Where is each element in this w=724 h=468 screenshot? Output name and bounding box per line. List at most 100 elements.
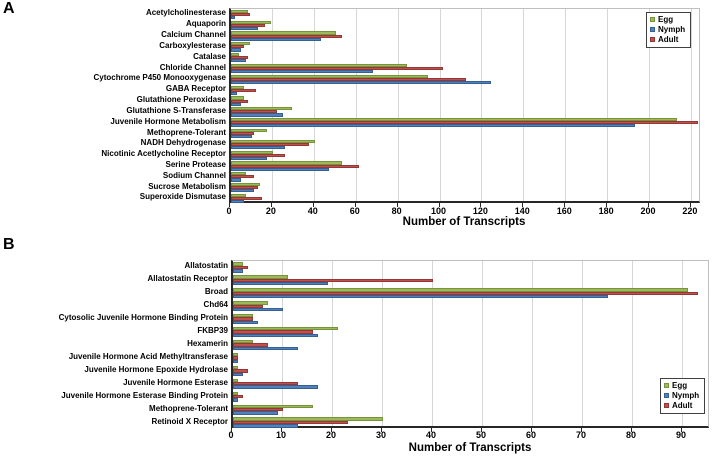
bar-egg xyxy=(233,352,238,357)
x-axis-tick-label: 220 xyxy=(682,206,698,216)
x-axis-tick xyxy=(438,203,440,207)
x-axis-tick-label: 40 xyxy=(307,206,318,216)
panel-a-letter: A xyxy=(3,0,15,17)
bar-nymph xyxy=(233,424,298,428)
bar-nymph xyxy=(233,269,243,273)
bar-adult xyxy=(233,356,238,360)
panel-b-x-axis-title: Number of Transcripts xyxy=(408,442,532,454)
bar-nymph xyxy=(231,200,244,204)
plot-area-b xyxy=(231,260,709,428)
x-axis-tick-label: 80 xyxy=(391,206,402,216)
category-label: Acetylcholinesterase xyxy=(145,8,226,18)
bar-adult xyxy=(233,369,248,373)
x-axis-tick-label: 60 xyxy=(525,430,537,440)
bar-nymph xyxy=(231,26,259,30)
legend-item-nymph: Nymph xyxy=(664,391,699,400)
legend-swatch-nymph-icon xyxy=(664,393,669,398)
gridline xyxy=(382,261,383,426)
x-axis-tick-label: 20 xyxy=(265,206,276,216)
bar-adult xyxy=(233,407,283,412)
category-label: Allatostatin xyxy=(184,261,228,271)
bar-adult xyxy=(233,265,248,270)
bar-nymph xyxy=(233,346,298,351)
bar-adult xyxy=(233,420,348,425)
category-label: GABA Receptor xyxy=(165,84,226,94)
category-label: Superoxide Dismutase xyxy=(139,192,226,202)
bar-nymph xyxy=(231,189,255,193)
gridline xyxy=(481,9,483,201)
legend-swatch-adult-icon xyxy=(650,37,655,42)
category-label: Methoprene-Tolerant xyxy=(147,127,226,137)
x-axis-tick xyxy=(231,428,232,432)
x-axis-tick xyxy=(606,203,608,207)
bar-adult xyxy=(231,56,248,60)
x-axis-tick-label: 40 xyxy=(425,430,437,440)
bar-egg xyxy=(231,63,407,68)
category-label: Catalase xyxy=(193,51,226,61)
x-axis-tick xyxy=(396,203,398,207)
category-labels-b: Allatostatin Allatostatin Receptor Broad Ch… xyxy=(2,260,228,428)
x-axis-tick-label: 0 xyxy=(228,430,234,440)
x-axis-tick-label: 0 xyxy=(226,206,232,216)
bar-egg xyxy=(233,391,238,395)
x-axis-tick-label: 200 xyxy=(640,206,656,216)
x-axis-tick-label: 60 xyxy=(349,206,360,216)
bar-nymph xyxy=(231,70,374,74)
bar-nymph xyxy=(231,135,252,139)
bar-egg xyxy=(231,20,271,24)
x-axis-tick xyxy=(522,203,524,207)
category-label: Calcium Channel xyxy=(161,30,226,40)
legend-swatch-egg-icon xyxy=(650,17,655,22)
gridline xyxy=(355,9,357,201)
x-axis-tick xyxy=(681,428,682,432)
gridline xyxy=(523,9,525,201)
category-label: Juvenile Hormone Metabolism xyxy=(110,116,226,126)
category-label: Glutathione S-Transferase xyxy=(126,105,226,115)
bar-adult xyxy=(231,142,309,146)
bar-egg xyxy=(231,9,248,13)
x-axis-tick xyxy=(481,428,482,432)
legend-swatch-nymph-icon xyxy=(650,27,655,32)
bar-egg xyxy=(233,378,238,383)
bar-adult xyxy=(233,278,433,283)
bar-egg xyxy=(231,118,678,122)
bar-adult xyxy=(231,45,244,49)
x-axis-tick-label: 180 xyxy=(598,206,614,216)
bar-adult xyxy=(231,34,343,38)
x-axis-tick-label: 80 xyxy=(625,430,637,440)
bar-adult xyxy=(231,153,286,157)
bar-egg xyxy=(233,288,688,292)
category-label: Juvenile Hormone Epoxide Hydrolase xyxy=(84,364,228,374)
category-label: Hexamerin xyxy=(187,338,228,348)
category-label: NADH Dehydrogenase xyxy=(140,138,226,148)
bar-egg xyxy=(233,275,288,279)
bar-adult xyxy=(231,88,257,92)
x-axis-tick-label: 50 xyxy=(475,430,487,440)
bar-egg xyxy=(231,150,273,154)
bar-nymph xyxy=(233,282,328,286)
category-label: Carboxylesterase xyxy=(159,40,226,50)
bar-adult xyxy=(233,382,298,386)
gridline xyxy=(532,261,533,426)
bar-adult xyxy=(233,343,268,347)
gridline xyxy=(313,9,315,201)
category-label: Nicotinic Acetlycholine Receptor xyxy=(101,149,226,159)
x-axis-tick xyxy=(354,203,356,207)
bar-egg xyxy=(233,301,268,305)
category-label: Glutathione Peroxidase xyxy=(136,95,226,105)
bar-nymph xyxy=(233,372,243,376)
x-axis-tick xyxy=(331,428,332,432)
legend-item-egg: Egg xyxy=(664,381,699,390)
gridline xyxy=(439,9,441,201)
x-axis-tick xyxy=(531,428,532,432)
bar-adult xyxy=(231,99,248,103)
bar-nymph xyxy=(231,156,267,160)
bar-nymph xyxy=(231,37,322,41)
category-label: Broad xyxy=(204,287,228,297)
category-label: Chd64 xyxy=(203,300,228,310)
bar-nymph xyxy=(231,167,330,171)
gridline xyxy=(582,261,583,426)
bar-nymph xyxy=(231,91,238,95)
x-axis-tick xyxy=(581,428,582,432)
bar-nymph xyxy=(231,124,636,128)
